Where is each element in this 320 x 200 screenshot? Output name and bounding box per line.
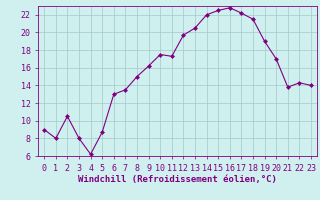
X-axis label: Windchill (Refroidissement éolien,°C): Windchill (Refroidissement éolien,°C): [78, 175, 277, 184]
